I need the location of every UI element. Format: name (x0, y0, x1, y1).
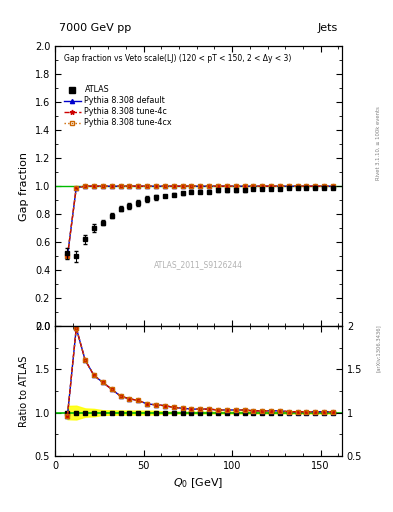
Y-axis label: Ratio to ATLAS: Ratio to ATLAS (19, 355, 29, 426)
Text: Jets: Jets (318, 23, 338, 33)
Text: Gap fraction vs Veto scale(LJ) (120 < pT < 150, 2 < Δy < 3): Gap fraction vs Veto scale(LJ) (120 < pT… (64, 54, 291, 63)
Legend: ATLAS, Pythia 8.308 default, Pythia 8.308 tune-4c, Pythia 8.308 tune-4cx: ATLAS, Pythia 8.308 default, Pythia 8.30… (62, 84, 174, 129)
Text: Rivet 3.1.10, ≥ 100k events: Rivet 3.1.10, ≥ 100k events (376, 106, 381, 180)
Text: ATLAS_2011_S9126244: ATLAS_2011_S9126244 (154, 260, 243, 269)
X-axis label: $Q_0$ [GeV]: $Q_0$ [GeV] (173, 476, 224, 490)
Text: 7000 GeV pp: 7000 GeV pp (59, 23, 131, 33)
Text: [arXiv:1306.3436]: [arXiv:1306.3436] (376, 324, 381, 372)
Y-axis label: Gap fraction: Gap fraction (19, 152, 29, 221)
